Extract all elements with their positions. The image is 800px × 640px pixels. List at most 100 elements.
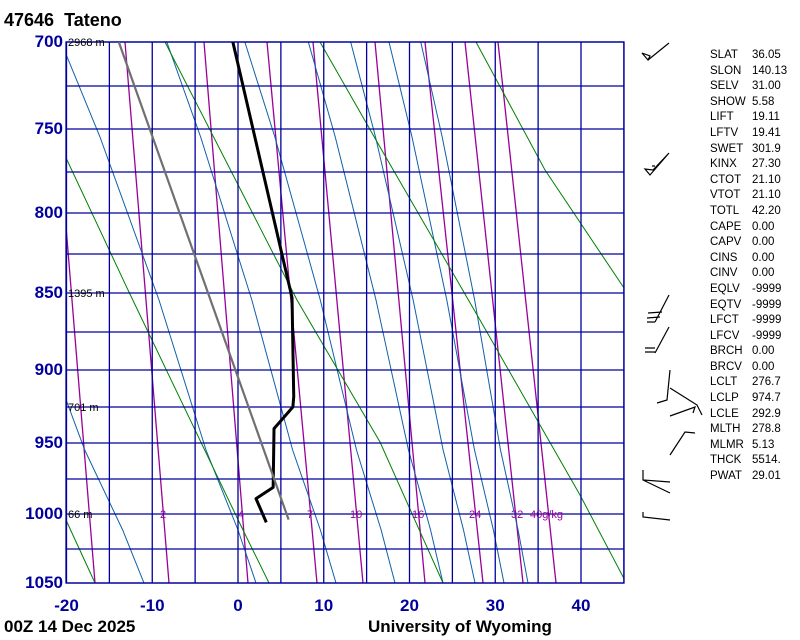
wind-barb: [645, 326, 670, 354]
index-row: LIFT 19.11: [710, 111, 787, 127]
temperature-line: [231, 42, 296, 523]
index-row: CAPV 0.00: [710, 236, 787, 252]
index-row: MLTH 278.8: [710, 423, 787, 439]
mixing-ratio-label: 24: [469, 509, 481, 521]
temperature-tick-label: 40: [571, 596, 591, 615]
parcel-line: [117, 42, 290, 520]
index-row: SELV 31.00: [710, 80, 787, 96]
index-name: VTOT: [710, 189, 741, 202]
index-row: BRCV 0.00: [710, 361, 787, 377]
mixing-ratio-line: [464, 42, 524, 583]
mixing-ratio-label: 16: [412, 509, 424, 521]
station-name: Tateno: [64, 10, 122, 30]
index-value: -9999: [752, 298, 782, 311]
stability-indices: SLAT 36.05 SLON 140.13 SELV 31.00 SHOW 5.58 LIFT…: [710, 49, 787, 486]
index-name: KINX: [710, 158, 737, 171]
index-row: KINX 27.30: [710, 158, 787, 174]
index-value: 21.10: [752, 173, 781, 186]
index-name: LCLT: [710, 376, 738, 389]
pressure-tick-label: 950: [34, 433, 63, 452]
moist-adiabat-line: [350, 42, 476, 583]
wind-barb: [669, 431, 696, 456]
index-value: 29.01: [752, 470, 781, 483]
mixing-ratio-line: [203, 42, 249, 583]
index-name: BRCH: [710, 345, 743, 358]
mixing-ratio-label: 10: [350, 509, 362, 521]
index-value: -9999: [752, 282, 782, 295]
index-value: 0.00: [752, 360, 775, 373]
height-label: 66 m: [68, 509, 92, 521]
index-name: SHOW: [710, 95, 746, 108]
index-row: PWAT 29.01: [710, 470, 787, 486]
index-name: SLON: [710, 64, 742, 77]
index-value: 140.13: [752, 64, 788, 77]
height-label: 701 m: [68, 402, 99, 414]
index-row: SLAT 36.05: [710, 49, 787, 65]
pressure-tick-label: 1050: [25, 573, 63, 592]
index-value: 5.58: [752, 95, 775, 108]
index-name: LCLE: [710, 407, 739, 420]
observation-time: 00Z 14 Dec 2025: [4, 617, 136, 636]
temperature-tick-label: 0: [233, 596, 243, 615]
temperature-tick-label: -20: [54, 596, 79, 615]
index-name: EQTV: [710, 298, 742, 311]
index-row: TOTL 42.20: [710, 205, 787, 221]
mixing-ratio-label: 7: [307, 509, 313, 521]
temperature-tick-label: 30: [485, 596, 505, 615]
wind-barbs: [641, 42, 703, 521]
index-value: 974.7: [752, 392, 781, 405]
index-row: VTOT 21.10: [710, 189, 787, 205]
index-value: 19.11: [752, 111, 780, 124]
wind-barb: [643, 152, 670, 176]
index-value: 19.41: [752, 126, 781, 139]
dry-adiabat-line: [319, 42, 624, 580]
index-row: CINV 0.00: [710, 267, 787, 283]
index-row: LFTV 19.41: [710, 127, 787, 143]
index-name: MLTH: [710, 423, 741, 436]
index-value: 0.00: [752, 236, 775, 249]
index-value: 301.9: [752, 142, 781, 155]
moist-adiabat-line: [66, 52, 257, 583]
temperature-tick-label: -10: [139, 596, 165, 615]
index-name: LIFT: [710, 111, 734, 124]
wind-barb: [641, 42, 670, 62]
index-row: CINS 0.00: [710, 252, 787, 268]
index-row: EQTV -9999: [710, 299, 787, 315]
pressure-tick-label: 900: [34, 360, 63, 379]
index-row: SWET 301.9: [710, 143, 787, 159]
source-label: University of Wyoming: [368, 617, 552, 636]
mixing-ratio-line: [124, 42, 170, 583]
index-row: LCLE 292.9: [710, 408, 787, 424]
dry-adiabat-line: [475, 42, 624, 289]
index-value: 0.00: [752, 220, 775, 233]
index-name: CINS: [710, 251, 738, 264]
index-value: 292.9: [752, 407, 781, 420]
index-name: LFTV: [710, 126, 739, 139]
index-value: 5514.: [752, 454, 781, 467]
index-name: EQLV: [710, 282, 740, 295]
wind-barb: [646, 294, 670, 323]
index-value: 27.30: [752, 158, 781, 171]
index-value: 0.00: [752, 251, 775, 264]
index-name: LFCV: [710, 329, 740, 342]
wind-barb: [669, 387, 703, 417]
temperature-tick-label: 10: [314, 596, 334, 615]
index-name: CAPE: [710, 220, 742, 233]
index-name: LCLP: [710, 392, 739, 405]
index-row: LCLT 276.7: [710, 376, 787, 392]
index-row: MLMR 5.13: [710, 439, 787, 455]
wind-barb: [656, 369, 671, 404]
index-value: 0.00: [752, 345, 775, 358]
index-value: 0.00: [752, 267, 775, 280]
index-row: BRCH 0.00: [710, 345, 787, 361]
pressure-tick-label: 850: [34, 283, 63, 302]
moist-adiabat-line: [420, 42, 529, 583]
temperature-tick-label: 20: [400, 596, 419, 615]
index-row: EQLV -9999: [710, 283, 787, 299]
index-row: CAPE 0.00: [710, 221, 787, 237]
background-lines: [66, 42, 624, 583]
mixing-ratio-label: 40g/kg: [530, 509, 563, 521]
index-name: PWAT: [710, 470, 742, 483]
mixing-ratio-line: [374, 42, 426, 583]
